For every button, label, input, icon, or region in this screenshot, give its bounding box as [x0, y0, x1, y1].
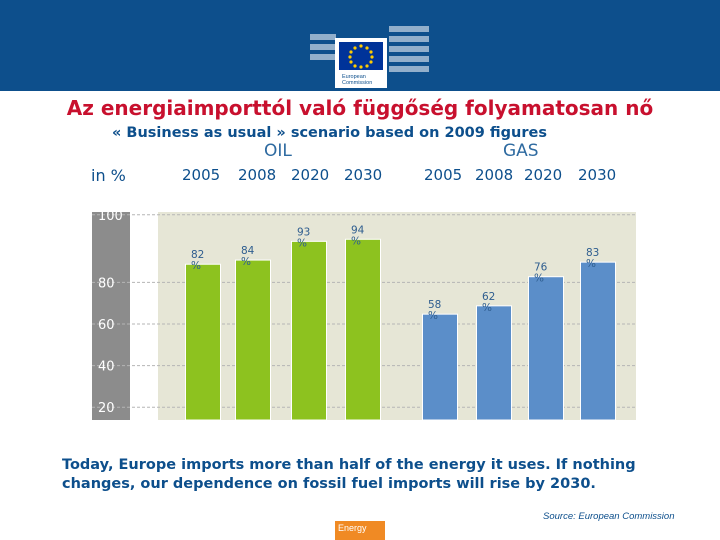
topic-tag-label: Energy	[338, 523, 367, 533]
bar-oil-2005	[185, 263, 221, 421]
year-label-oil-2008: 2008	[238, 166, 277, 184]
year-label-gas-2030: 2030	[578, 166, 617, 184]
group-label-oil: OIL	[264, 141, 292, 161]
data-label-gas-2030: 83%	[586, 247, 599, 270]
source-note: Source: European Commission	[543, 511, 675, 522]
tick-label-80: 80	[98, 276, 115, 291]
bar-gas-2008	[476, 305, 512, 421]
page-title: Az energiaimporttól való függőség folyam…	[66, 96, 654, 120]
plot-area	[158, 212, 636, 420]
chart-subtitle: « Business as usual » scenario based on …	[112, 125, 547, 141]
bar-gas-2030	[580, 261, 616, 421]
data-label-gas-2020: 76%	[534, 262, 548, 285]
year-label-gas-2005: 2005	[424, 166, 463, 184]
footer-statement: Today, Europe imports more than half of …	[62, 457, 636, 492]
year-label-gas-2008: 2008	[475, 166, 514, 184]
tick-label-20: 20	[98, 401, 115, 416]
logo-line-2: Commission	[342, 80, 372, 86]
year-label-oil-2030: 2030	[344, 166, 383, 184]
tick-label-60: 60	[98, 318, 115, 333]
axis-band	[92, 212, 130, 420]
group-label-gas: GAS	[503, 141, 539, 161]
year-label-oil-2020: 2020	[291, 166, 330, 184]
year-label-oil-2005: 2005	[182, 166, 221, 184]
data-label-gas-2005: 58%	[428, 299, 441, 322]
bar-oil-2030	[345, 238, 381, 421]
data-label-gas-2008: 62%	[482, 291, 495, 314]
logo-line-1: European	[342, 74, 366, 80]
topic-tag: Energy	[335, 521, 385, 540]
tick-label-100: 100	[98, 209, 123, 224]
data-label-oil-2030: 94%	[351, 224, 365, 247]
tick-label-40: 40	[98, 360, 115, 375]
unit-label: in %	[91, 166, 126, 185]
bar-oil-2020	[291, 240, 327, 421]
data-label-oil-2008: 84%	[241, 245, 255, 268]
bar-gas-2020	[528, 276, 564, 421]
data-label-oil-2005: 82%	[191, 249, 204, 272]
bar-oil-2008	[235, 259, 271, 421]
bar-gas-2005	[422, 313, 458, 421]
year-label-gas-2020: 2020	[524, 166, 563, 184]
data-label-oil-2020: 93%	[297, 226, 310, 249]
eu-flag-logo: European Commission	[305, 12, 435, 92]
